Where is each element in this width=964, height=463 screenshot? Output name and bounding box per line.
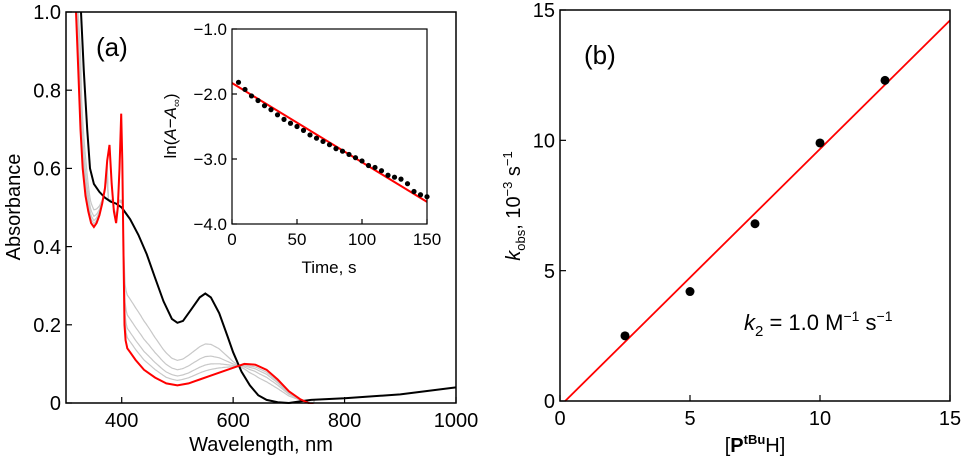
inset-ylabel: ln(A−A∞) xyxy=(161,93,183,158)
intermediate-spectrum-line xyxy=(75,12,456,404)
final-spectrum-line xyxy=(75,12,315,404)
inset-data-point xyxy=(281,116,287,122)
panel-b-label: (b) xyxy=(584,40,616,70)
inset-data-point xyxy=(333,146,339,152)
panel-b-data-point xyxy=(685,287,695,297)
inset-data-point xyxy=(352,155,359,161)
inset-ytick-label: −2.0 xyxy=(193,85,227,104)
panel-b-ylabel: kobs, 10−3 s−1 xyxy=(500,151,528,261)
inset-data-point xyxy=(255,97,261,104)
inset-ytick-label: −1.0 xyxy=(193,20,227,39)
inset-data-point xyxy=(385,172,391,178)
inset-data-point xyxy=(378,168,385,174)
inset-data-point xyxy=(372,164,378,171)
panel-b-fit-line xyxy=(564,19,951,402)
inset-data-point xyxy=(287,120,294,126)
inset-data-point xyxy=(242,86,248,93)
panel-a-inset: 0 50 100 150 −1.0 −2.0 −3.0 −4.0 Time, s ln(A−A… xyxy=(161,20,441,277)
inset-data-point xyxy=(404,181,411,187)
panel-b-ytick-label: 5 xyxy=(544,261,555,283)
inset-data-point xyxy=(365,162,372,169)
panel-a-ytick-label: 0.6 xyxy=(33,159,61,181)
panel-a-ytick-label: 0.4 xyxy=(33,237,61,259)
inset-xtick-label: 150 xyxy=(413,230,441,249)
panel-b-xtick-label: 5 xyxy=(684,408,695,430)
inset-data-point xyxy=(339,148,346,154)
inset-ytick-label: −3.0 xyxy=(193,150,227,169)
panel-b-xlabel: [PtBuH] xyxy=(725,432,786,457)
inset-data-point xyxy=(391,174,398,180)
inset-data-point xyxy=(313,135,320,141)
inset-data-point xyxy=(359,158,365,164)
inset-data-point xyxy=(411,188,417,195)
panel-a-ylabel: Absorbance xyxy=(3,154,25,261)
intermediate-spectrum-line xyxy=(77,12,456,404)
panel-a-ytick-label: 0.2 xyxy=(33,315,61,337)
inset-data-point xyxy=(235,79,242,85)
panel-b-data-point xyxy=(815,138,825,148)
inset-data-point xyxy=(417,192,424,198)
inset-data-point xyxy=(274,112,281,118)
panel-b-xtick-label: 10 xyxy=(809,408,831,430)
panel-b-ytick-label: 10 xyxy=(533,131,555,153)
panel-a-ytick-label: 1.0 xyxy=(33,2,61,24)
panel-a-xlabel: Wavelength, nm xyxy=(189,434,333,456)
panel-b-xtick-label: 0 xyxy=(554,408,565,430)
panel-b-data-point xyxy=(620,331,630,341)
panel-b-ytick-label: 15 xyxy=(533,0,555,22)
panel-b-xtick-label: 15 xyxy=(939,408,961,430)
panel-a-ytick-label: 0.8 xyxy=(33,80,61,102)
panel-a-frame xyxy=(65,11,457,404)
panel-a-xtick-label: 1000 xyxy=(434,410,479,432)
inset-xtick-label: 100 xyxy=(348,230,376,249)
inset-data-point xyxy=(268,107,274,113)
panel-b-data-point xyxy=(880,75,890,85)
panel-b-frame xyxy=(559,9,951,402)
inset-data-point xyxy=(261,103,268,109)
panel-a-xtick-label: 800 xyxy=(328,410,361,432)
panel-a-xtick-label: 400 xyxy=(105,410,138,432)
initial-spectrum-line xyxy=(80,12,456,404)
inset-frame xyxy=(231,28,428,225)
inset-data-point xyxy=(300,127,307,133)
inset-data-point xyxy=(294,123,300,130)
inset-xlabel: Time, s xyxy=(301,258,356,277)
inset-data-point xyxy=(248,93,255,99)
intermediate-spectrum-line xyxy=(75,12,456,404)
inset-data-point xyxy=(307,132,313,138)
panel-a-ytick-label: 0 xyxy=(50,393,61,415)
panel-a-xtick-label: 600 xyxy=(216,410,249,432)
panel-a-label: (a) xyxy=(96,32,128,62)
intermediate-spectrum-line xyxy=(76,12,456,404)
inset-data-point xyxy=(326,142,333,148)
inset-xtick-label: 0 xyxy=(227,230,236,249)
inset-data-point xyxy=(320,138,326,145)
panel-b-data-point xyxy=(750,219,760,229)
panel-b-ytick-label: 0 xyxy=(544,391,555,413)
rate-constant-annotation: k2 = 1.0 M−1 s−1 xyxy=(744,308,893,340)
inset-xtick-label: 50 xyxy=(288,230,307,249)
inset-data-point xyxy=(398,176,404,182)
inset-ytick-label: −4.0 xyxy=(193,215,227,234)
inset-data-point xyxy=(346,151,352,158)
